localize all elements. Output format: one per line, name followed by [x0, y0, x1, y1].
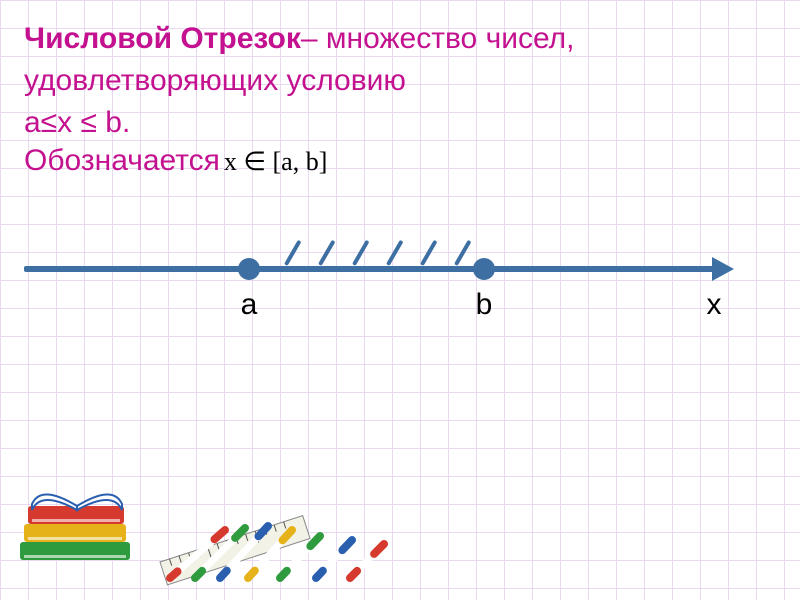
- axis-arrow-icon: [712, 257, 734, 281]
- axis-line: [24, 266, 714, 272]
- school-supplies-illustration: [20, 450, 440, 590]
- notation-label: Обозначается: [24, 144, 220, 178]
- hatch-mark: [318, 240, 335, 266]
- hatch-mark: [352, 240, 369, 266]
- point-b: [473, 258, 495, 280]
- point-a: [238, 258, 260, 280]
- pen-icon: [350, 544, 384, 578]
- label-b: b: [476, 288, 493, 322]
- slide-content: Числовой Отрезок– множество чисел, удовл…: [0, 0, 800, 346]
- label-a: a: [241, 288, 258, 322]
- notation-expr: x ∈ [a, b]: [224, 147, 328, 177]
- hatch-mark: [454, 240, 471, 266]
- pen-icon: [316, 540, 352, 578]
- label-x: x: [707, 288, 722, 322]
- title-block: Числовой Отрезок– множество чисел, удовл…: [24, 18, 776, 144]
- title-condition: a≤x ≤ b.: [24, 106, 130, 139]
- title-bold: Числовой Отрезок: [24, 22, 301, 55]
- notation-line: Обозначается x ∈ [a, b]: [24, 144, 776, 178]
- hatch-mark: [386, 240, 403, 266]
- hatch-mark: [420, 240, 437, 266]
- hatch-mark: [284, 240, 301, 266]
- number-line-diagram: abx: [24, 206, 744, 346]
